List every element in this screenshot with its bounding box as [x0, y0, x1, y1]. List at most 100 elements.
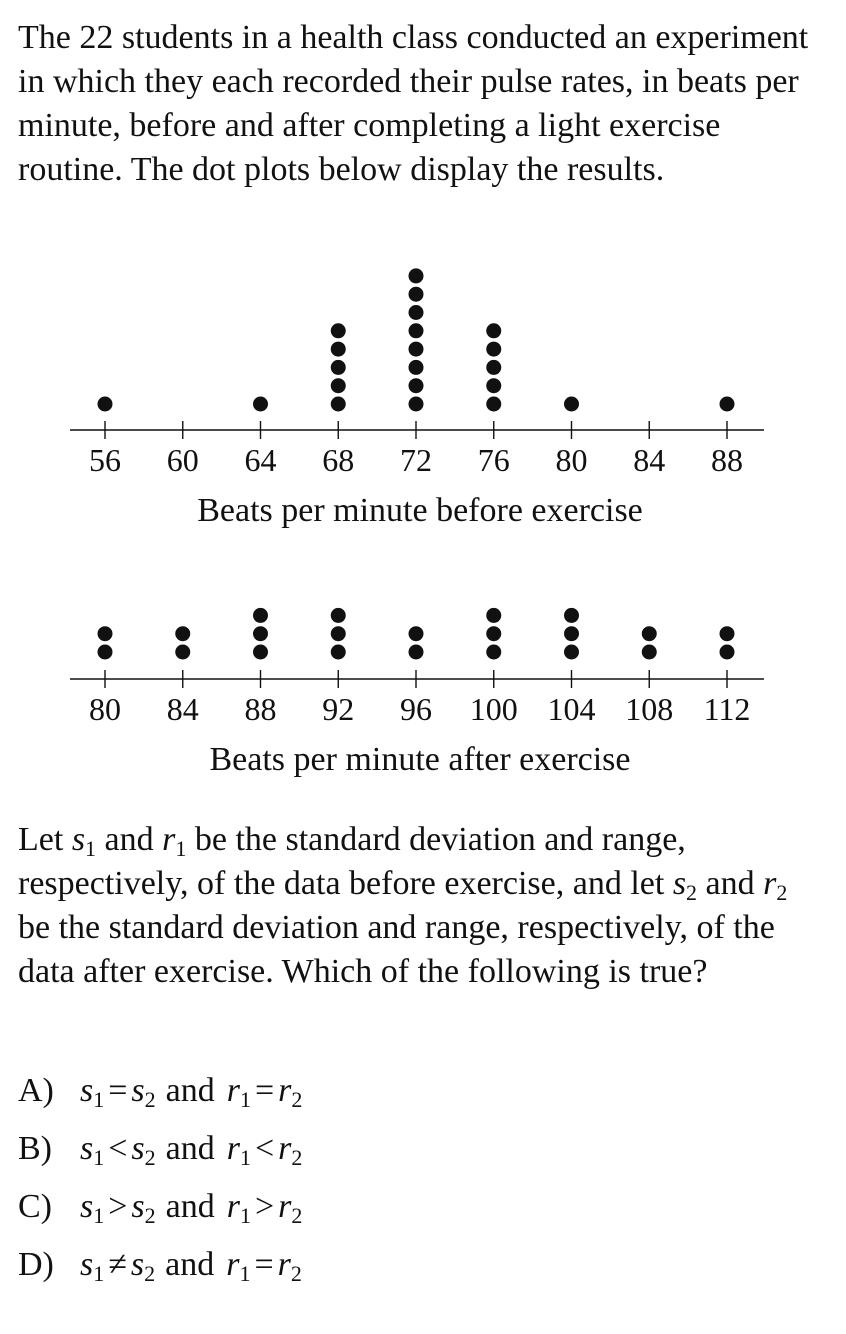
- conjunction: and: [165, 1072, 215, 1109]
- question-paragraph: Let s1 and r1 be the standard deviation …: [18, 818, 818, 994]
- data-dot: [175, 626, 191, 642]
- var-r2: r: [278, 1072, 292, 1109]
- data-dot: [486, 626, 502, 642]
- data-dot: [719, 396, 735, 412]
- conjunction: and: [165, 1130, 215, 1167]
- tick-label: 92: [322, 691, 354, 727]
- data-dot: [253, 626, 268, 642]
- data-dot: [486, 341, 502, 357]
- data-dot: [486, 378, 502, 394]
- conjunction: and: [165, 1246, 215, 1283]
- choice-c[interactable]: C) s1 > s2 and r1 > r2: [18, 1178, 718, 1236]
- operator: >: [254, 1188, 275, 1225]
- var-r2: r: [278, 1130, 292, 1167]
- tick-label: 84: [167, 691, 199, 727]
- var-r1: r: [226, 1188, 240, 1225]
- var-s2-sub: 2: [144, 1203, 156, 1228]
- data-dot: [253, 607, 268, 623]
- tick-label: 80: [556, 442, 588, 478]
- var-s1-sub: 1: [85, 836, 97, 861]
- question-text: and: [96, 821, 163, 858]
- data-dot: [641, 626, 657, 642]
- var-r2: r: [277, 1246, 291, 1283]
- data-dot: [719, 644, 735, 660]
- data-dot: [564, 396, 579, 412]
- question-text: be the standard deviation and range, res…: [18, 821, 686, 902]
- data-dot: [486, 323, 502, 339]
- data-dot: [330, 323, 346, 339]
- answer-choices: A) s1 = s2 and r1 = r2 B) s1 < s2 and r1 < r2 C) s1 > s2 a…: [18, 1062, 718, 1294]
- var-r2: r: [278, 1188, 292, 1225]
- data-dot: [330, 607, 346, 623]
- data-dot: [408, 341, 424, 357]
- tick-label: 80: [89, 691, 121, 727]
- data-dot: [253, 396, 268, 412]
- var-s1: s: [80, 1130, 94, 1167]
- data-dot: [564, 607, 579, 623]
- var-s2: s: [672, 865, 687, 902]
- data-dot: [408, 396, 424, 412]
- var-s1-sub: 1: [93, 1203, 105, 1228]
- tick-label: 104: [548, 691, 596, 727]
- var-r2-sub: 2: [776, 880, 788, 905]
- tick-label: 76: [478, 442, 510, 478]
- var-s1: s: [80, 1072, 94, 1109]
- var-r1-sub: 1: [239, 1203, 251, 1228]
- choice-a[interactable]: A) s1 = s2 and r1 = r2: [18, 1062, 718, 1120]
- dot-plot-after: 80 84 88 92 96 100 104 108 112 Beats per minute a…: [70, 607, 764, 778]
- tick-label: 68: [322, 442, 354, 478]
- data-dot: [486, 644, 502, 660]
- data-dot: [564, 644, 579, 660]
- intro-paragraph: The 22 students in a health class conduc…: [18, 19, 809, 188]
- tick-label: 64: [245, 442, 277, 478]
- var-s2-sub: 2: [144, 1087, 156, 1112]
- var-s2: s: [131, 1072, 145, 1109]
- var-r1: r: [226, 1072, 240, 1109]
- question-text: be the standard deviation and range, res…: [18, 909, 775, 990]
- var-r1: r: [226, 1130, 240, 1167]
- choice-d[interactable]: D) s1 ≠ s2 and r1 = r2: [18, 1236, 718, 1294]
- var-r1-sub: 1: [239, 1087, 251, 1112]
- var-s1: s: [80, 1188, 94, 1225]
- var-s1-sub: 1: [93, 1261, 105, 1286]
- data-dot: [330, 341, 346, 357]
- var-r2-sub: 2: [291, 1203, 303, 1228]
- var-r1-sub: 1: [239, 1145, 251, 1170]
- var-r2-sub: 2: [291, 1145, 303, 1170]
- var-s1-sub: 1: [93, 1087, 105, 1112]
- choice-b[interactable]: B) s1 < s2 and r1 < r2: [18, 1120, 718, 1178]
- operator: <: [254, 1130, 275, 1167]
- data-dot: [408, 359, 424, 375]
- var-s2-sub: 2: [144, 1261, 156, 1286]
- data-dot: [330, 626, 346, 642]
- choice-letter: C): [18, 1188, 52, 1225]
- dot-plot-before: 56 60 64 68 72 76 80 84 88 Beats per minute befor…: [70, 268, 764, 529]
- var-r1: r: [162, 821, 176, 858]
- data-dot: [408, 378, 424, 394]
- var-s2: s: [131, 1130, 145, 1167]
- operator: ≠: [108, 1246, 127, 1283]
- data-dot: [97, 396, 113, 412]
- question-text: Let: [18, 821, 72, 858]
- var-s1: s: [80, 1246, 94, 1283]
- var-r1-sub: 1: [175, 836, 187, 861]
- data-dot: [641, 644, 657, 660]
- var-s2: s: [130, 1246, 145, 1283]
- tick-label: 100: [470, 691, 518, 727]
- var-s2-sub: 2: [686, 880, 698, 905]
- conjunction: and: [165, 1188, 215, 1225]
- tick-label: 60: [167, 442, 199, 478]
- var-r2-sub: 2: [290, 1261, 302, 1286]
- tick-label: 112: [704, 691, 751, 727]
- data-dot: [97, 626, 113, 642]
- operator: >: [108, 1188, 128, 1225]
- data-dot: [486, 396, 502, 412]
- operator: =: [254, 1072, 275, 1109]
- tick-label: 108: [625, 691, 673, 727]
- operator: =: [254, 1246, 274, 1283]
- data-dot: [330, 359, 346, 375]
- var-r1: r: [226, 1246, 240, 1283]
- data-dot: [486, 359, 502, 375]
- data-dot: [408, 305, 424, 320]
- tick-label: 88: [245, 691, 277, 727]
